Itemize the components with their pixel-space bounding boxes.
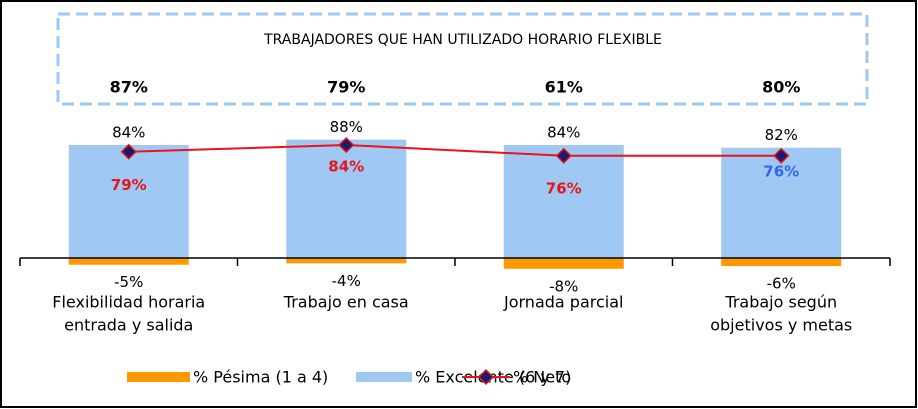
bar: [286, 139, 407, 258]
line: [128, 144, 782, 157]
legend-label: % Neto: [513, 368, 571, 387]
bar: [721, 147, 842, 258]
x-tick-label: Trabajo en casa: [283, 293, 409, 312]
x-tick-label: entrada y salida: [64, 316, 193, 335]
bar: [68, 145, 189, 258]
x-tick-label: Flexibilidad horaria: [52, 293, 205, 312]
bar-label: -6%: [767, 275, 796, 293]
annotation-value: 80%: [762, 78, 800, 97]
bar-label: 88%: [330, 118, 363, 136]
x-tick-label: Trabajo según: [724, 293, 837, 312]
bar: [68, 258, 189, 265]
line-label: 76%: [763, 162, 799, 180]
legend-swatch: [477, 368, 495, 386]
legend-label: % Pésima (1 a 4): [193, 368, 328, 387]
annotation-value: 87%: [110, 78, 148, 97]
line-label: 79%: [111, 176, 147, 194]
x-tick-label: Jornada parcial: [503, 293, 623, 312]
bar-label: -5%: [114, 273, 143, 291]
bar-label: -4%: [332, 272, 361, 290]
line-marker: [338, 136, 355, 154]
line-label: 76%: [546, 179, 582, 197]
annotation-value: 61%: [545, 78, 583, 97]
line-marker: [773, 147, 790, 164]
bar: [721, 258, 842, 267]
bar: [503, 145, 624, 258]
annotation-box: [56, 12, 869, 106]
bar-label: 84%: [547, 124, 580, 142]
legend-swatch: [127, 372, 190, 382]
legend-swatch: [356, 372, 412, 382]
line-label: 84%: [328, 158, 364, 176]
line-marker: [120, 143, 137, 160]
annotation-value: 79%: [327, 78, 365, 97]
bar: [286, 258, 407, 264]
annotation-title: TRABAJADORES QUE HAN UTILIZADO HORARIO F…: [263, 32, 662, 48]
bar-label: 84%: [112, 124, 145, 142]
bar: [503, 258, 624, 269]
line-marker: [555, 147, 572, 164]
x-tick-label: objetivos y metas: [710, 316, 852, 335]
bar-label: -8%: [549, 277, 578, 295]
bar-label: 82%: [765, 126, 798, 144]
